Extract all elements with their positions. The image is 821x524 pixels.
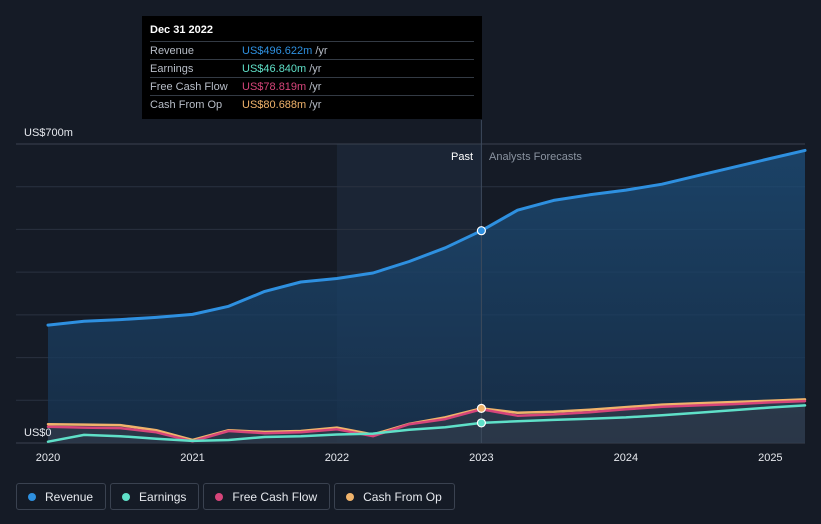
tooltip-value: US$46.840m [242,62,307,75]
tooltip-unit: /yr [309,98,322,111]
x-tick-label: 2025 [758,452,782,464]
tooltip-label: Cash From Op [150,98,223,111]
legend-label: Free Cash Flow [232,489,318,504]
revenue-marker [476,226,486,236]
tooltip-row-cash-from-op: Cash From Op US$80.688m /yr [150,95,474,113]
series-layer [46,120,807,443]
legend-dot-icon [28,492,36,501]
tooltip-label: Revenue [150,44,195,57]
earnings-line [46,404,807,443]
tooltip-row-free-cash-flow: Free Cash Flow US$78.819m /yr [150,77,474,95]
legend-label: Cash From Op [363,489,442,504]
tooltip-unit: /yr [309,80,322,93]
legend-item-free-cash-flow[interactable]: Free Cash Flow [203,483,331,510]
tooltip-label: Earnings [150,62,194,75]
legend-label: Earnings [139,489,187,504]
tooltip-unit: /yr [315,44,328,57]
legend-item-cash-from-op[interactable]: Cash From Op [334,483,455,510]
tooltip-value: US$496.622m [242,44,313,57]
tooltip-value: US$78.819m [242,80,307,93]
tooltip-date: Dec 31 2022 [150,24,213,36]
tooltip-row-revenue: Revenue US$496.622m /yr [150,41,474,59]
legend-dot-icon [215,492,224,501]
x-tick-label: 2022 [325,452,349,464]
legend-dot-icon [346,492,355,501]
chart-legend: Revenue Earnings Free Cash Flow Cash Fro… [16,483,455,510]
tooltip-row-earnings: Earnings US$46.840m /yr [150,59,474,77]
legend-dot-icon [122,492,131,501]
revenue-line [46,148,807,327]
data-tooltip: Dec 31 2022 Revenue US$496.622m /yr Earn… [142,16,482,119]
label-layer: US$700m US$0 Past Analysts Forecasts [24,127,582,439]
x-axis-ticks: 2020 2021 2022 2023 2024 2025 [36,452,783,464]
cash-from-op-marker [476,403,486,414]
legend-item-earnings[interactable]: Earnings [110,483,200,510]
legend-label: Revenue [45,489,94,504]
earnings-marker [476,418,486,428]
x-tick-label: 2023 [469,452,493,464]
legend-item-revenue[interactable]: Revenue [16,483,107,510]
revenue-area [48,150,805,443]
x-tick-label: 2024 [614,452,638,464]
past-label: Past [451,151,473,163]
y-axis-bottom-label: US$0 [24,427,52,439]
forecast-label: Analysts Forecasts [489,151,582,163]
marker-layer [476,226,486,428]
y-axis-top-label: US$700m [24,127,73,139]
free-cash-flow-line [46,399,807,443]
tooltip-label: Free Cash Flow [150,80,228,93]
tooltip-value: US$80.688m [242,98,307,111]
x-tick-label: 2021 [180,452,204,464]
tooltip-unit: /yr [309,62,322,75]
x-tick-label: 2020 [36,452,60,464]
